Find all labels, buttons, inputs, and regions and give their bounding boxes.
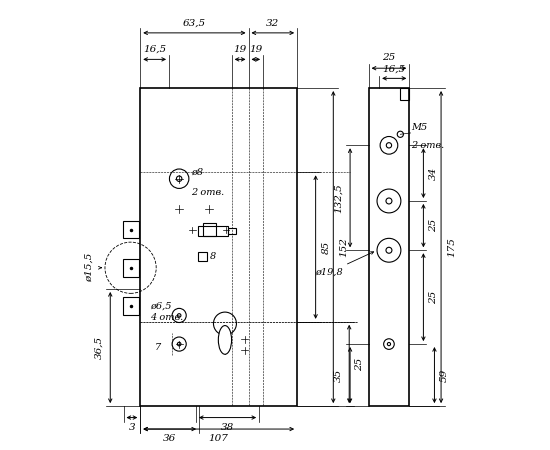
Text: 4 отв.: 4 отв. (150, 313, 183, 322)
Text: ø19,8: ø19,8 (315, 252, 373, 277)
Text: 3: 3 (129, 423, 135, 432)
Text: 85: 85 (322, 240, 331, 254)
Text: 8: 8 (210, 252, 216, 261)
Text: 2 отв.: 2 отв. (411, 141, 445, 150)
Text: 34: 34 (428, 166, 438, 180)
Text: 19: 19 (249, 45, 262, 54)
Text: ø6,5: ø6,5 (150, 302, 172, 310)
Text: 59: 59 (440, 369, 449, 382)
Text: 132,5: 132,5 (334, 183, 343, 213)
Text: ø8: ø8 (191, 167, 203, 176)
Text: 16,5: 16,5 (383, 65, 406, 74)
Bar (228, 228, 236, 234)
Text: 7: 7 (155, 343, 161, 352)
Text: 107: 107 (209, 434, 229, 443)
Text: 63,5: 63,5 (183, 18, 206, 27)
Text: 16,5: 16,5 (143, 45, 166, 54)
Text: 36: 36 (163, 434, 177, 443)
Bar (123, 297, 139, 315)
Bar (368, 88, 409, 406)
Text: 25: 25 (382, 54, 395, 63)
Text: 25: 25 (355, 357, 365, 370)
Bar (202, 223, 216, 236)
Text: 35: 35 (334, 369, 343, 382)
Text: 25: 25 (428, 291, 438, 304)
Text: 32: 32 (266, 18, 279, 27)
Bar (123, 259, 139, 277)
Ellipse shape (218, 325, 232, 354)
Bar (123, 221, 139, 238)
Text: ø15,5: ø15,5 (85, 253, 94, 283)
Text: 38: 38 (221, 423, 234, 432)
Bar (399, 88, 409, 100)
Text: 152: 152 (339, 237, 349, 257)
Text: 19: 19 (234, 45, 247, 54)
Bar (197, 226, 228, 236)
Text: 36,5: 36,5 (94, 336, 103, 359)
Bar (140, 88, 297, 406)
Text: 25: 25 (428, 219, 438, 232)
Text: M5: M5 (411, 123, 428, 132)
Text: 2 отв.: 2 отв. (191, 189, 224, 198)
Bar (197, 252, 207, 261)
Text: 175: 175 (447, 237, 456, 257)
